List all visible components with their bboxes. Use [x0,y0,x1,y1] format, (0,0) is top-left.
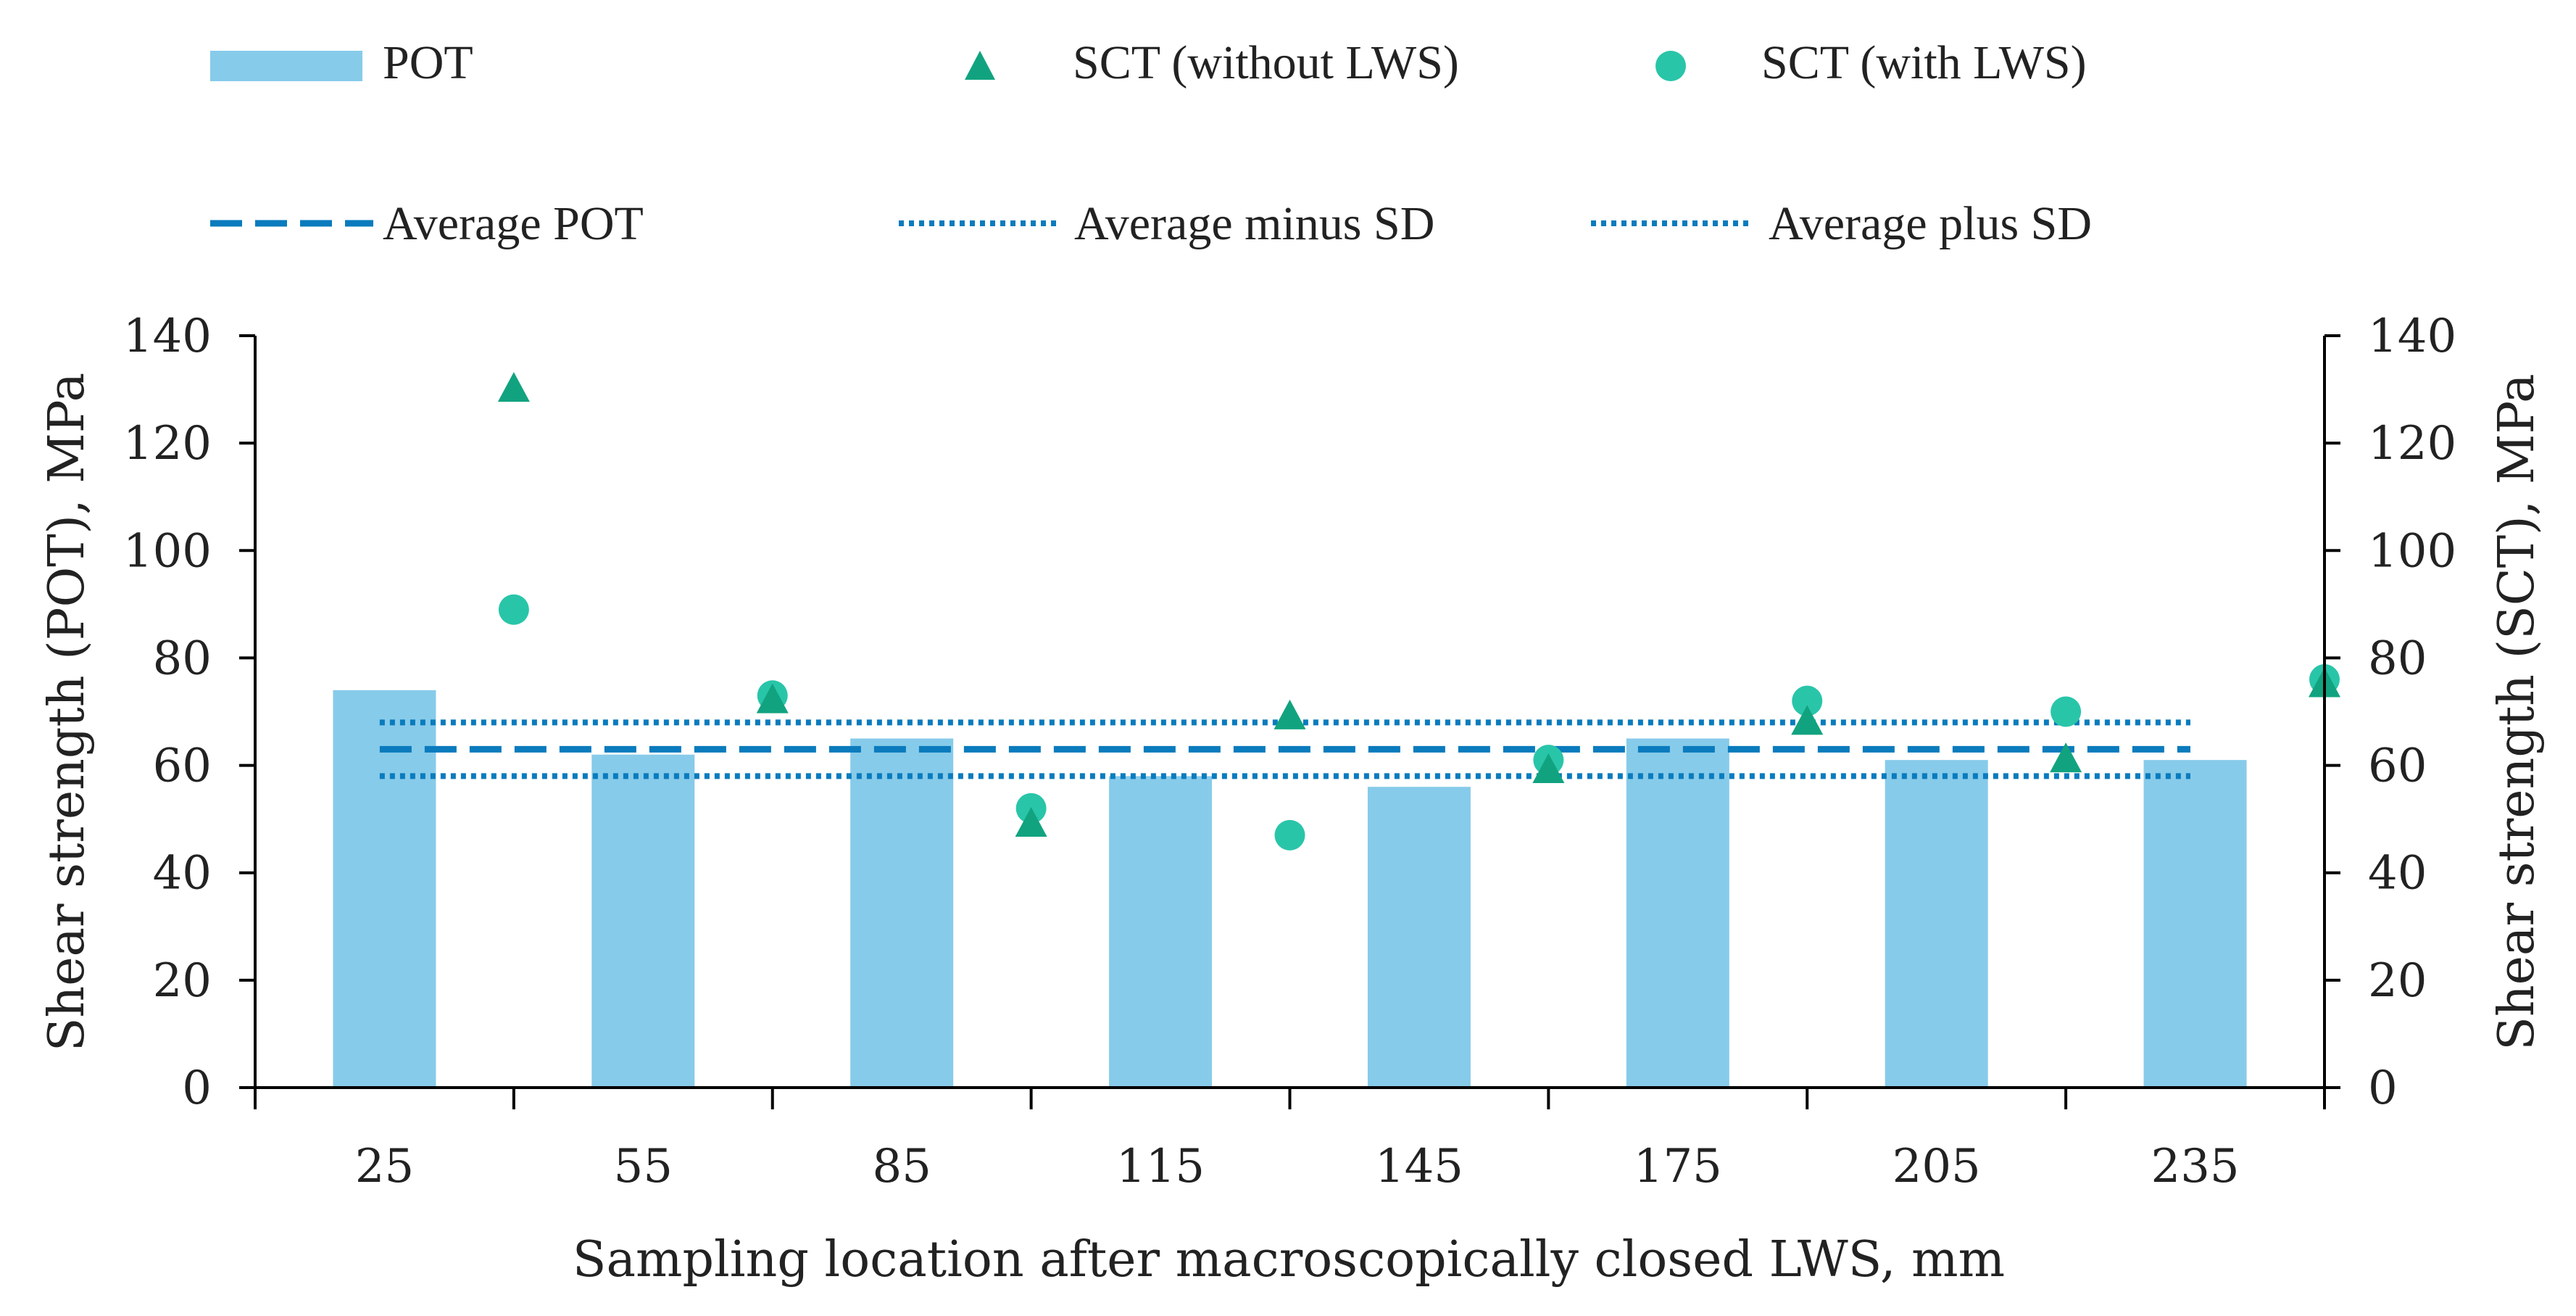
legend-item-average-plus-sd: Average plus SD [1591,197,2092,250]
sct-without-lws-point [2050,742,2082,773]
sct-without-lws-point [756,683,789,713]
pot-bar-25 [333,690,436,1088]
y-tick-label-right: 120 [2368,417,2456,471]
y-tick-label-right: 40 [2368,847,2427,901]
x-axis-title: Sampling location after macroscopically … [573,1231,2005,1288]
pot-bar-115 [1109,776,1213,1088]
pot-bar-55 [591,754,695,1088]
y-tick-label-right: 140 [2368,310,2456,363]
y-tick-label-left: 80 [153,632,212,685]
legend-label-pot: POT [383,36,473,89]
y-tick-label-right: 100 [2368,524,2456,578]
pot-bar-235 [2143,760,2247,1088]
sct-without-lws-point [1015,807,1047,837]
y-tick-label-right: 80 [2368,632,2427,685]
y-tick-label-left: 120 [123,417,212,471]
y-axis-title-left: Shear strength (POT), MPa [38,373,96,1051]
y-tick-label-left: 20 [153,954,212,1008]
y-tick-label-left: 0 [182,1062,212,1115]
legend-label-average-plus-sd: Average plus SD [1769,197,2092,250]
legend-label-sct-without-lws: SCT (without LWS) [1073,36,1459,89]
y-tick-label-right: 60 [2368,740,2427,793]
x-tick-label: 55 [614,1140,673,1193]
legend-swatch-pot [210,51,362,81]
x-tick-label: 205 [1892,1140,1981,1193]
pot-bar-85 [850,738,954,1088]
legend-marker-triangle [965,51,995,80]
legend-item-sct-without-lws: SCT (without LWS) [965,36,1459,89]
x-tick-label: 145 [1375,1140,1463,1193]
legend-item-sct-with-lws: SCT (with LWS) [1655,36,2087,89]
pot-bar-205 [1885,760,1988,1088]
legend-label-average-pot: Average POT [383,197,644,250]
x-tick-label: 25 [355,1140,414,1193]
pot-bar-145 [1367,787,1471,1088]
legend-marker-circle [1655,51,1686,81]
x-tick-label: 115 [1116,1140,1205,1193]
pot-bar-175 [1626,738,1729,1088]
y-tick-label-left: 140 [123,310,212,363]
legend: POT SCT (without LWS) SCT (with LWS) Ave… [210,36,2092,250]
y-axis-title-right: Shear strength (SCT), MPa [2488,373,2546,1050]
x-tick-label: 175 [1634,1140,1722,1193]
x-tick-label: 85 [872,1140,931,1193]
sct-without-lws-point [1791,705,1824,735]
y-tick-label-left: 100 [123,524,212,578]
sct-with-lws-point [498,594,529,625]
x-tick-label: 235 [2151,1140,2239,1193]
legend-label-average-minus-sd: Average minus SD [1074,197,1434,250]
sct-without-lws-point [1532,753,1565,783]
y-tick-label-right: 20 [2368,954,2427,1008]
sct-with-lws-point [2051,696,2082,727]
y-tick-label-right: 0 [2368,1062,2398,1115]
sct-with-lws-point [1274,819,1305,851]
sct-without-lws-point [497,372,530,402]
legend-label-sct-with-lws: SCT (with LWS) [1761,36,2087,89]
y-tick-label-left: 60 [153,740,212,793]
pot-bars [333,690,2247,1088]
axis-ticks: 0 0 20 20 40 40 60 60 80 80 100 100 120 120 140 140 25 55… [123,310,2456,1193]
sct-without-lws-point [1274,699,1306,729]
sct-with-lws-point [1792,685,1823,716]
y-tick-label-left: 40 [153,847,212,901]
sct-markers [497,372,2340,851]
legend-item-pot: POT [210,36,473,89]
legend-item-average-minus-sd: Average minus SD [899,197,1434,250]
legend-item-average-pot: Average POT [210,197,644,250]
